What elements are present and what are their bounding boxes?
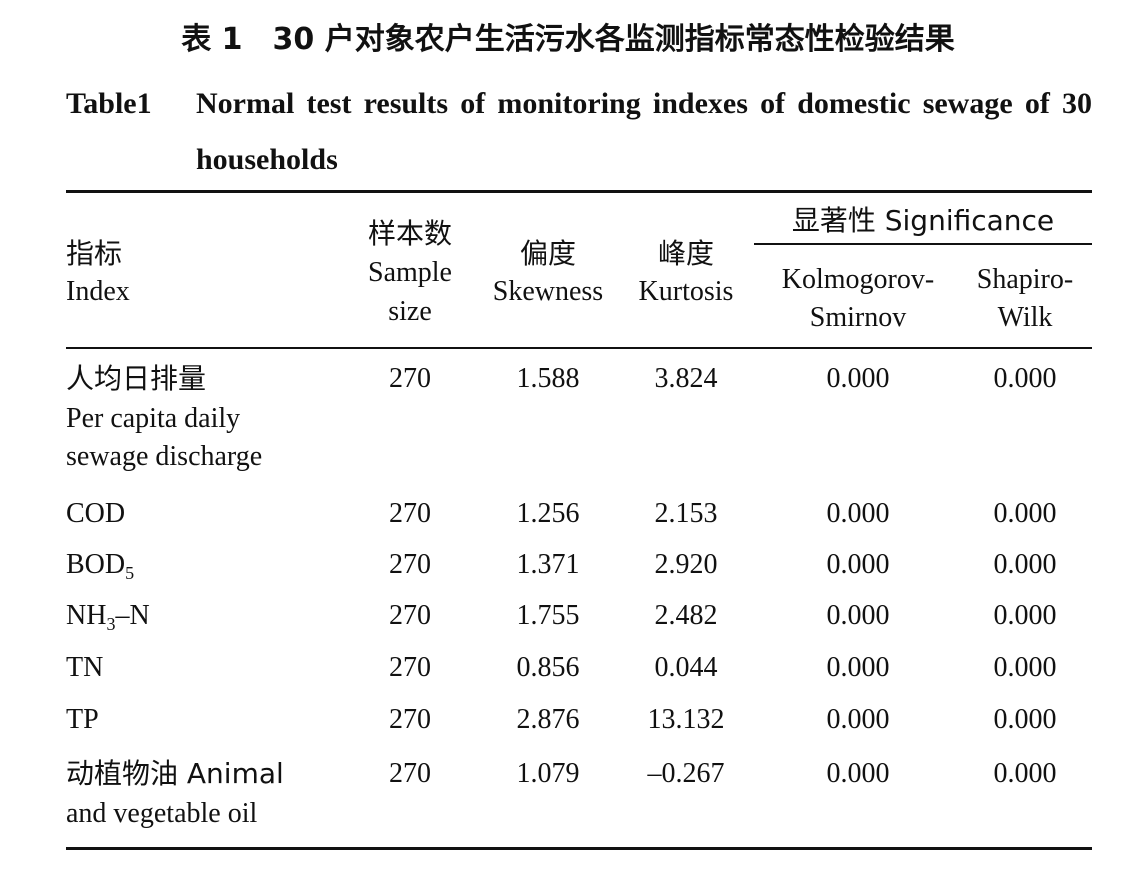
row-0-skew: 1.588 — [516, 363, 580, 394]
header-sample-en2: size — [388, 296, 432, 327]
row-0-name-line-1: Per capita daily — [66, 403, 241, 434]
row-0-n: 270 — [389, 363, 431, 394]
row-2-skew: 1.371 — [516, 549, 580, 580]
row-5-kurt: 13.132 — [647, 704, 725, 735]
row-6-sw: 0.000 — [993, 758, 1057, 789]
row-3-name-tail: –N — [115, 600, 150, 631]
header-sample-en1: Sample — [368, 257, 452, 288]
header-skewness-en: Skewness — [492, 276, 604, 307]
header-rule — [66, 347, 1092, 349]
row-2-name-base: BOD — [66, 549, 126, 580]
row-2-ks: 0.000 — [826, 549, 890, 580]
row-4-ks: 0.000 — [826, 652, 890, 683]
row-2-name: BOD5 — [66, 546, 134, 584]
header-sample-cn: 样本数 — [367, 217, 452, 250]
header-ks2: Smirnov — [809, 302, 907, 333]
row-5-name: TP — [66, 704, 99, 735]
row-6-n: 270 — [389, 758, 431, 789]
row-2-name-sub: 5 — [125, 563, 135, 583]
header-ks1: Kolmogorov- — [781, 264, 935, 295]
row-2-sw: 0.000 — [993, 549, 1057, 580]
row-0-kurt: 3.824 — [654, 363, 718, 394]
row-1-kurt: 2.153 — [654, 498, 718, 529]
row-0-sw: 0.000 — [993, 363, 1057, 394]
row-3-name: NH3–N — [66, 597, 150, 635]
significance-rule — [754, 243, 1092, 245]
row-1-n: 270 — [389, 498, 431, 529]
top-rule — [66, 190, 1092, 193]
table-title-cn: 表 1 30 户对象农户生活污水各监测指标常态性检验结果 — [181, 22, 955, 57]
row-3-n: 270 — [389, 600, 431, 631]
row-0-name-line-0: 人均日排量 — [66, 362, 207, 395]
table-caption: Normal test results of monitoring indexe… — [196, 87, 1092, 176]
row-4-sw: 0.000 — [993, 652, 1057, 683]
row-4-n: 270 — [389, 652, 431, 683]
row-4-skew: 0.856 — [516, 652, 580, 683]
row-3-kurt: 2.482 — [654, 600, 718, 631]
header-significance: 显著性 Significance — [754, 202, 1092, 241]
row-5-sw: 0.000 — [993, 704, 1057, 735]
row-1-sw: 0.000 — [993, 498, 1057, 529]
bottom-rule — [66, 847, 1092, 850]
row-3-ks: 0.000 — [826, 600, 890, 631]
row-6-skew: 1.079 — [516, 758, 580, 789]
header-skewness-cn: 偏度 — [519, 237, 576, 270]
row-1-ks: 0.000 — [826, 498, 890, 529]
header-index-en: Index — [66, 276, 130, 307]
table-label: Table1 — [66, 87, 152, 120]
row-3-sw: 0.000 — [993, 600, 1057, 631]
header-kurtosis-cn: 峰度 — [657, 237, 714, 270]
row-2-kurt: 2.920 — [654, 549, 718, 580]
row-4-name: TN — [66, 652, 104, 683]
row-3-name-base: NH — [66, 600, 107, 631]
row-5-ks: 0.000 — [826, 704, 890, 735]
row-1-skew: 1.256 — [516, 498, 580, 529]
row-3-skew: 1.755 — [516, 600, 580, 631]
row-3-name-sub: 3 — [106, 614, 116, 634]
header-sw2: Wilk — [997, 302, 1053, 333]
header-kurtosis-en: Kurtosis — [638, 276, 734, 307]
row-0-ks: 0.000 — [826, 363, 890, 394]
row-1-name: COD — [66, 498, 126, 529]
row-6-name-line-0: 动植物油 Animal — [66, 757, 284, 790]
row-5-skew: 2.876 — [516, 704, 580, 735]
row-5-n: 270 — [389, 704, 431, 735]
header-sw1: Shapiro- — [976, 264, 1074, 295]
header-index-cn: 指标 — [66, 237, 123, 270]
row-6-name-line-1: and vegetable oil — [66, 798, 258, 829]
row-2-n: 270 — [389, 549, 431, 580]
row-0-name-line-2: sewage discharge — [66, 441, 263, 472]
row-4-kurt: 0.044 — [654, 652, 718, 683]
row-6-kurt: –0.267 — [647, 758, 725, 789]
header-significance-label: 显著性 Significance — [791, 204, 1055, 237]
row-6-ks: 0.000 — [826, 758, 890, 789]
